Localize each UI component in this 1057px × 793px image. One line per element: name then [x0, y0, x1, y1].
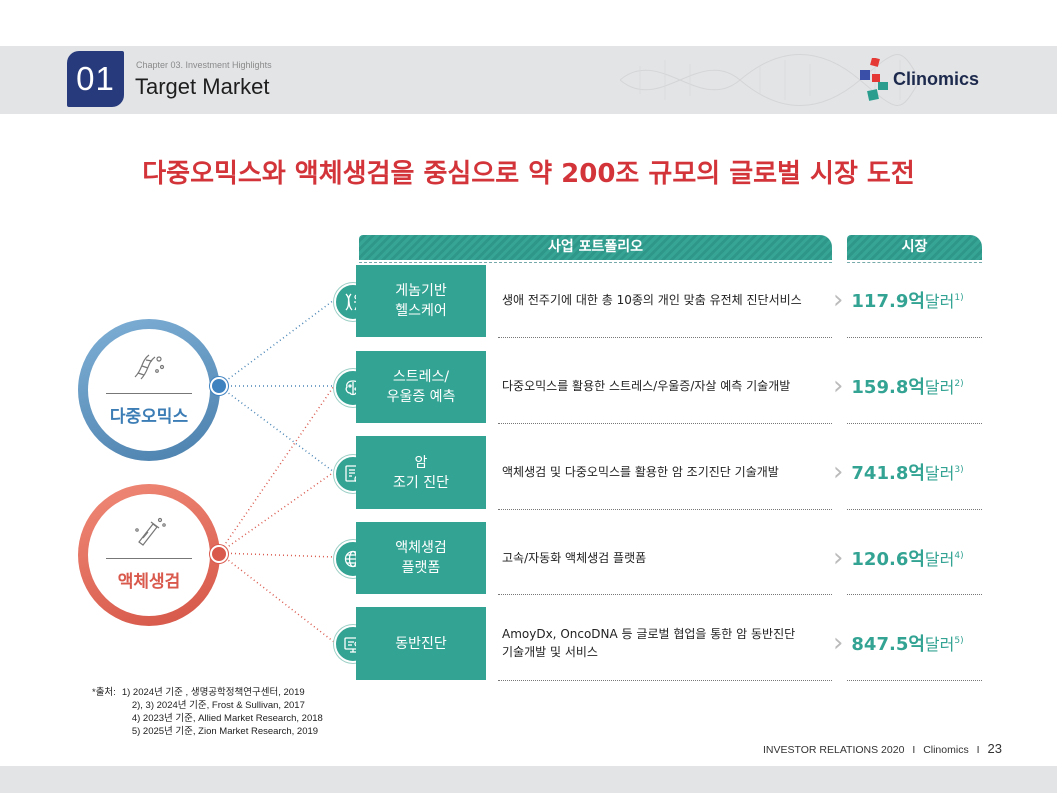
- clinomics-logo-icon: [860, 57, 890, 102]
- brand-name: Clinomics: [893, 69, 980, 89]
- section-title: Target Market: [135, 74, 270, 99]
- row-divider: [847, 680, 982, 681]
- footnote-ref: 4): [954, 551, 964, 561]
- category-omics-label: 다중오믹스: [109, 407, 189, 427]
- omics-node-dot: [210, 377, 228, 395]
- row-2-desc: 다중오믹스를 활용한 스트레스/우울증/자살 예측 기술개발: [502, 379, 791, 393]
- row-divider: [498, 594, 832, 595]
- chevron-right-icon: ›: [833, 543, 844, 573]
- row-5-name: 동반진단: [356, 607, 486, 680]
- row-5-value: › 847.5억 달러 5): [833, 625, 983, 661]
- chevron-right-icon: ›: [833, 285, 844, 315]
- market-unit: 달러: [924, 464, 955, 483]
- portfolio-header: 사업 포트폴리오: [359, 235, 832, 260]
- row-4-value: › 120.6억 달러 4): [833, 540, 983, 576]
- source-footnote: *출처: 1) 2024년 기준 , 생명공학정책연구센터, 2019 2), …: [92, 686, 323, 738]
- category-liquid-biopsy: 액체생검: [78, 484, 220, 626]
- row-divider: [847, 423, 982, 424]
- footer-brand: Clinomics: [923, 744, 969, 756]
- footnote-ref: 2): [954, 379, 964, 389]
- chevron-right-icon: ›: [833, 457, 844, 487]
- row-3-value: › 741.8억 달러 3): [833, 454, 983, 490]
- footnote-line: 5) 2025년 기준, Zion Market Research, 2019: [131, 726, 319, 737]
- header-dna-decoration: [619, 46, 921, 114]
- row-divider: [498, 337, 832, 338]
- market-size: 117.9억: [851, 291, 925, 312]
- circle-divider: [106, 558, 192, 559]
- dna-icon: [131, 351, 167, 385]
- footnote-ref: 5): [954, 636, 964, 646]
- row-2-value: › 159.8억 달러 2): [833, 368, 983, 404]
- row-divider: [847, 337, 982, 338]
- row-1-value: › 117.9억 달러 1): [833, 282, 983, 318]
- page-number: 23: [987, 741, 1002, 756]
- row-divider: [847, 594, 982, 595]
- chevron-right-icon: ›: [833, 371, 844, 401]
- market-header: 시장: [847, 235, 982, 260]
- market-size: 120.6억: [851, 549, 925, 570]
- footnote-line: 4) 2023년 기준, Allied Market Research, 201…: [131, 713, 323, 724]
- page-footer: INVESTOR RELATIONS 2020 I Clinomics I 23: [763, 741, 1002, 756]
- row-2-name: 스트레스/ 우울증 예측: [356, 351, 486, 423]
- footer-separator: I: [976, 744, 980, 756]
- category-omics: 다중오믹스: [78, 319, 220, 461]
- row-3-desc: 액체생검 및 다중오믹스를 활용한 암 조기진단 기술개발: [502, 465, 779, 479]
- chapter-label: Chapter 03. Investment Highlights: [136, 60, 272, 70]
- header-divider: [847, 262, 982, 263]
- bottom-band: [0, 766, 1057, 793]
- row-4-name: 액체생검 플랫폼: [356, 522, 486, 594]
- page-title: 다중오믹스와 액체생검을 중심으로 약 200조 규모의 글로벌 시장 도전: [142, 159, 915, 189]
- liquid-biopsy-node-dot: [210, 545, 228, 563]
- circle-divider: [106, 393, 192, 394]
- footnote-prefix: *출처:: [92, 687, 116, 698]
- row-4-desc: 고속/자동화 액체생검 플랫폼: [502, 551, 647, 565]
- row-divider: [847, 509, 982, 510]
- market-unit: 달러: [924, 292, 955, 311]
- header-band: [0, 46, 1057, 114]
- market-unit: 달러: [924, 635, 955, 654]
- chapter-number: 01: [67, 51, 124, 107]
- market-unit: 달러: [924, 378, 955, 397]
- market-size: 159.8억: [851, 377, 925, 398]
- market-size: 741.8억: [851, 463, 925, 484]
- row-divider: [498, 423, 832, 424]
- row-3-name: 암 조기 진단: [356, 436, 486, 509]
- footer-label: INVESTOR RELATIONS 2020: [763, 744, 905, 756]
- market-unit: 달러: [924, 550, 955, 569]
- footnote-ref: 3): [954, 465, 964, 475]
- header-divider: [359, 262, 832, 263]
- row-1-name: 게놈기반 헬스케어: [356, 265, 486, 337]
- footnote-ref: 1): [954, 293, 964, 303]
- row-5-desc: AmoyDx, OncoDNA 등 글로벌 협업을 통한 암 동반진단 기술개발…: [502, 627, 796, 659]
- footnote-line: 2), 3) 2024년 기준, Frost & Sullivan, 2017: [131, 700, 305, 711]
- market-size: 847.5억: [851, 634, 925, 655]
- chevron-right-icon: ›: [833, 628, 844, 658]
- category-liquid-biopsy-label: 액체생검: [117, 572, 181, 592]
- footer-separator: I: [912, 744, 916, 756]
- row-1-desc: 생애 전주기에 대한 총 10종의 개인 맞춤 유전체 진단서비스: [502, 293, 802, 307]
- footnote-line: 1) 2024년 기준 , 생명공학정책연구센터, 2019: [121, 687, 305, 698]
- row-divider: [498, 680, 832, 681]
- row-divider: [498, 509, 832, 510]
- test-tube-icon: [131, 516, 167, 550]
